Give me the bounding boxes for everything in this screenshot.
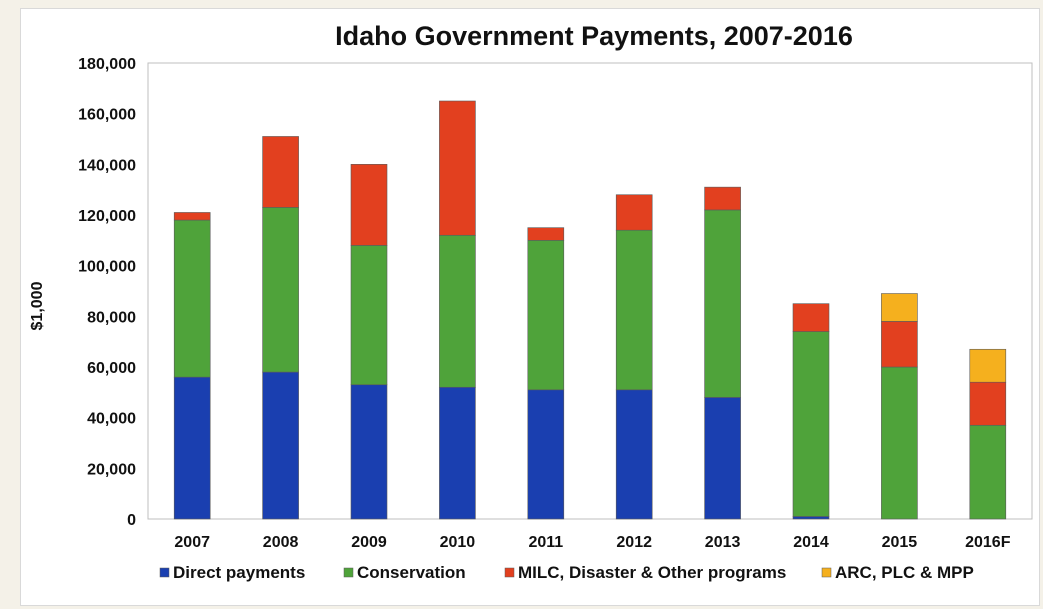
bar-segment: [881, 321, 918, 368]
bar-segment: [439, 100, 476, 236]
y-tick-label: 40,000: [87, 411, 136, 428]
chart-title: Idaho Government Payments, 2007-2016: [335, 21, 853, 51]
bar-segment: [350, 245, 388, 386]
bar-segment: [881, 366, 918, 520]
bar-segment: [704, 209, 741, 398]
legend-label: Direct payments: [173, 563, 305, 582]
bar-segment: [527, 227, 565, 241]
bar-segment: [881, 293, 918, 322]
y-tick-label: 140,000: [78, 157, 136, 174]
legend: Direct payments Conservation MILC, Disaste…: [159, 563, 974, 582]
bar-segment: [792, 331, 830, 517]
bar-segment: [792, 303, 830, 332]
y-tick-labels: 0 20,000 40,000 60,000 80,000 100,000 120,000 1…: [78, 56, 136, 529]
x-tick-label: 2008: [263, 534, 299, 551]
legend-swatch: [343, 567, 354, 578]
y-tick-label: 20,000: [87, 461, 136, 478]
x-tick-label: 2009: [351, 534, 387, 551]
y-tick-label: 0: [127, 512, 136, 529]
y-tick-label: 100,000: [78, 259, 136, 276]
bar-segment: [439, 386, 476, 520]
bar-segment: [969, 348, 1007, 383]
y-tick-label: 160,000: [78, 107, 136, 124]
bar-segment: [615, 229, 653, 391]
legend-swatch: [821, 567, 832, 578]
bar-segment: [792, 516, 830, 520]
y-axis-label: $1,000: [29, 281, 46, 330]
x-tick-label: 2013: [705, 534, 741, 551]
legend-label: ARC, PLC & MPP: [835, 563, 974, 582]
x-tick-label: 2007: [174, 534, 210, 551]
x-tick-label: 2016F: [965, 534, 1011, 551]
bar-segment: [439, 234, 476, 388]
bar-segment: [527, 240, 565, 391]
bar-segment: [173, 376, 211, 520]
y-tick-label: 60,000: [87, 360, 136, 377]
bar-segment: [969, 424, 1007, 520]
x-tick-label: 2012: [616, 534, 652, 551]
bars-group: [173, 100, 1007, 520]
bar-segment: [527, 389, 565, 520]
y-tick-label: 80,000: [87, 309, 136, 326]
bar-segment: [969, 381, 1007, 426]
x-tick-label: 2011: [528, 534, 563, 551]
x-tick-label: 2015: [882, 534, 918, 551]
bar-segment: [704, 186, 741, 211]
plot-area: [147, 62, 1033, 520]
bar-segment: [262, 371, 299, 520]
legend-label: MILC, Disaster & Other programs: [518, 563, 786, 582]
y-tick-label: 120,000: [78, 208, 136, 225]
legend-label: Conservation: [357, 563, 466, 582]
bar-segment: [173, 219, 211, 378]
x-tick-label: 2010: [440, 534, 476, 551]
y-tick-label: 180,000: [78, 56, 136, 73]
bar-segment: [262, 207, 299, 373]
bar-segment: [173, 212, 211, 221]
legend-swatch: [504, 567, 515, 578]
x-tick-labels: 2007 2008 2009 2010 2011 2012 2013 2014 2015 2016…: [174, 534, 1010, 551]
bar-segment: [350, 164, 388, 246]
bar-segment: [262, 136, 299, 208]
bar-segment: [615, 194, 653, 231]
bar-segment: [350, 384, 388, 520]
bar-segment: [704, 397, 741, 520]
bar-segment: [615, 389, 653, 520]
legend-swatch: [159, 567, 170, 578]
x-tick-label: 2014: [793, 534, 829, 551]
